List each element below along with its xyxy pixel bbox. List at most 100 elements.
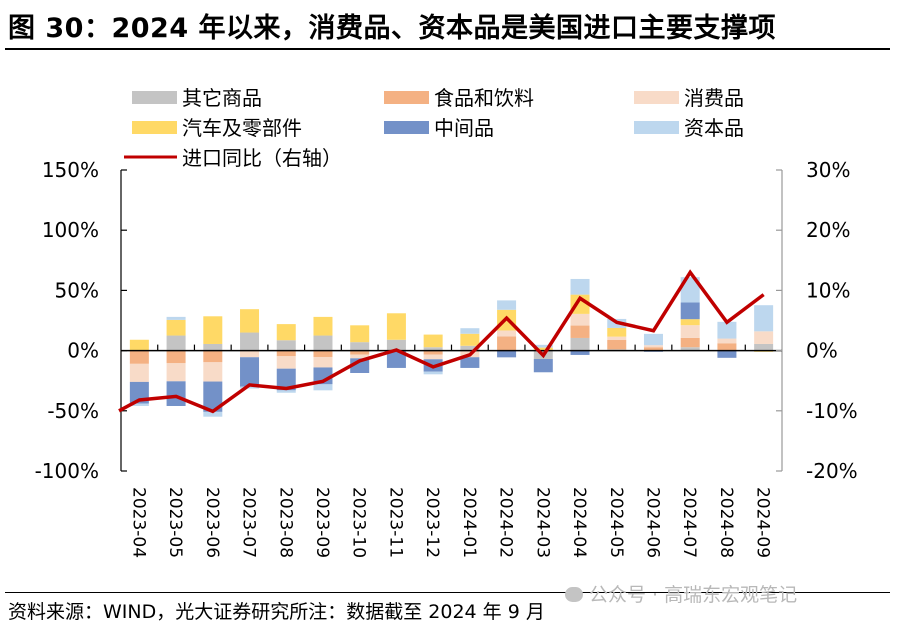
bar-segment: [497, 350, 517, 358]
bar-segment: [350, 325, 370, 343]
bar-segment: [313, 356, 333, 368]
bar-segment: [203, 343, 223, 351]
bar-segment: [386, 350, 406, 368]
bar-segment: [754, 331, 774, 344]
bar-segment: [129, 339, 149, 351]
legend-swatch: [634, 91, 679, 104]
bar-segment: [680, 325, 700, 338]
x-tick-label: 2024-07: [679, 487, 699, 558]
bar-segment: [570, 313, 590, 326]
bar-segment: [203, 316, 223, 344]
bar-segment: [240, 332, 260, 351]
left-tick-label: 50%: [55, 278, 99, 302]
bar-segment: [166, 363, 186, 382]
x-tick-label: 2023-05: [165, 487, 185, 558]
bar-segment: [423, 350, 443, 355]
bar-segment: [460, 328, 480, 334]
bar-segment: [129, 363, 149, 382]
bar-segment: [203, 411, 223, 417]
bar-segment: [717, 338, 737, 344]
bar-segment: [533, 359, 553, 373]
x-tick-label: 2023-06: [202, 487, 222, 558]
bar-segment: [203, 350, 223, 363]
bar-segment: [460, 345, 480, 351]
bar-segment: [460, 333, 480, 346]
bar-segment: [386, 339, 406, 351]
bar-segment: [240, 350, 260, 358]
x-tick-label: 2023-07: [239, 487, 259, 558]
bar-segment: [717, 350, 737, 358]
tick-labels: 150% 100% 50% 0% -50% -100% 30% 20% 10% 0% -10% -20…: [35, 158, 858, 558]
bar-segment: [313, 335, 333, 351]
legend-label: 汽车及零部件: [182, 116, 302, 140]
bar-segment: [680, 337, 700, 348]
x-tick-label: 2023-12: [422, 487, 442, 558]
title-divider: [5, 48, 890, 50]
bar-segment: [240, 386, 260, 389]
bar-segment: [754, 343, 774, 351]
x-tick-label: 2023-10: [349, 487, 369, 558]
bar-segment: [386, 313, 406, 340]
left-tick-label: 100%: [42, 218, 99, 242]
bar-segment: [717, 321, 737, 339]
bar-segment: [717, 343, 737, 351]
legend-label: 消费品: [684, 86, 744, 110]
bar-segment: [497, 336, 517, 351]
x-tick-label: 2024-04: [569, 487, 589, 558]
bar-segment: [129, 350, 149, 364]
x-tick-label: 2024-03: [532, 487, 552, 558]
x-tick-label: 2024-08: [716, 487, 736, 558]
watermark: 公众号 · 高瑞东宏观笔记: [565, 580, 797, 607]
legend-swatch: [132, 91, 177, 104]
bar-segment: [276, 368, 296, 391]
bar-segment: [166, 350, 186, 364]
axes: [120, 169, 783, 472]
bar-segment: [166, 316, 186, 320]
bar-segment: [607, 340, 627, 350]
x-tick-label: 2024-09: [753, 487, 773, 558]
bar-segment: [423, 334, 443, 348]
bar-segment: [680, 302, 700, 320]
x-tick-label: 2024-06: [642, 487, 662, 558]
x-tick-label: 2023-08: [275, 487, 295, 558]
x-tick-label: 2023-09: [312, 487, 332, 558]
bar-segment: [423, 354, 443, 360]
bar-segment: [276, 356, 296, 369]
bar-segment: [423, 347, 443, 351]
bar-segment: [533, 344, 553, 348]
wechat-icon: [565, 587, 583, 602]
bar-segment: [570, 278, 590, 295]
right-tick-label: 30%: [806, 158, 850, 182]
bar-segment: [276, 340, 296, 351]
left-tick-label: -50%: [47, 399, 99, 423]
watermark-text: 公众号 · 高瑞东宏观笔记: [589, 584, 798, 606]
right-tick-label: 10%: [806, 278, 850, 302]
right-tick-label: -20%: [806, 459, 858, 483]
bar-segment: [680, 347, 700, 351]
bar-segment: [166, 381, 186, 406]
bar-segment: [607, 336, 627, 341]
left-tick-label: 150%: [42, 158, 99, 182]
legend-label: 中间品: [434, 116, 494, 140]
x-tick-label: 2024-05: [606, 487, 626, 558]
bar-segment: [350, 354, 370, 359]
bar-segment: [129, 403, 149, 406]
bar-segment: [643, 347, 663, 351]
bar-segment: [203, 362, 223, 382]
x-tick-label: 2023-04: [128, 487, 148, 558]
bar-segment: [240, 357, 260, 387]
bar-segment: [313, 316, 333, 336]
right-tick-label: 0%: [806, 339, 838, 363]
legend-swatch: [384, 121, 429, 134]
legend-label: 进口同比（右轴）: [182, 146, 342, 170]
source-note: 资料来源：WIND，光大证券研究所注：数据截至 2024 年 9 月: [8, 601, 545, 623]
bar-segment: [607, 327, 627, 337]
bar-segment: [203, 381, 223, 412]
legend-swatch: [384, 91, 429, 104]
bar-segment: [570, 350, 590, 355]
figure-title: 图 30：2024 年以来，消费品、资本品是美国进口主要支撑项: [8, 13, 777, 44]
legend-label: 资本品: [684, 116, 744, 140]
bar-segment: [497, 330, 517, 337]
bar-segment: [643, 345, 663, 348]
